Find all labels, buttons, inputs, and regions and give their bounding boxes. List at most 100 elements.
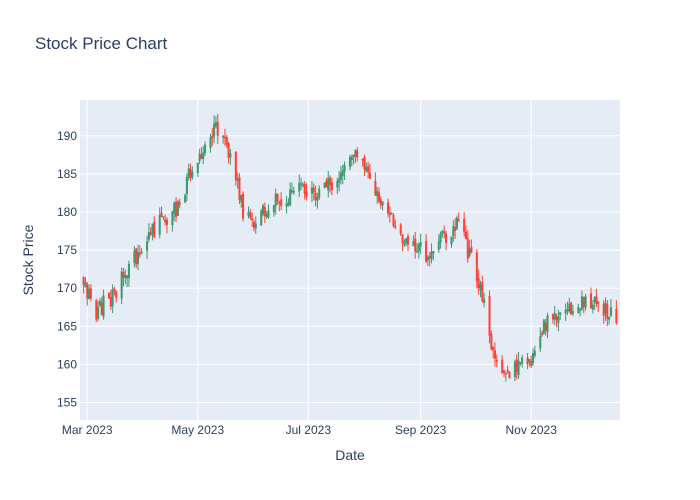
candle-decreasing (368, 172, 371, 179)
candle-decreasing (475, 252, 478, 281)
candle-decreasing (401, 234, 404, 243)
candle-decreasing (115, 290, 118, 298)
candle-decreasing (457, 219, 460, 222)
candle-decreasing (95, 300, 98, 320)
candle-decreasing (477, 277, 480, 288)
candle-increasing (580, 296, 583, 310)
candle-increasing (417, 244, 420, 252)
candle-decreasing (122, 271, 125, 278)
candle-increasing (517, 360, 520, 376)
candle-increasing (185, 176, 188, 195)
candle-decreasing (160, 212, 163, 217)
candle-decreasing (234, 152, 237, 181)
candle-increasing (102, 295, 105, 317)
candle-increasing (519, 362, 522, 365)
candle-decreasing (242, 193, 245, 219)
candle-decreasing (387, 202, 390, 214)
candle-decreasing (249, 212, 252, 218)
candle-increasing (202, 152, 205, 160)
candle-decreasing (175, 202, 178, 217)
candle-increasing (593, 297, 596, 303)
candle-decreasing (454, 226, 457, 231)
y-tick-label: 165 (57, 319, 77, 333)
tick-layer: 155 160 165 170 175 180 185 190 Mar 2023 May 2023… (57, 129, 557, 437)
candle-increasing (390, 212, 393, 215)
x-axis-label: Date (335, 447, 365, 463)
candle-decreasing (464, 231, 467, 239)
candle-increasing (571, 311, 574, 314)
candle-increasing (339, 172, 342, 180)
candle-increasing (432, 251, 435, 254)
candle-decreasing (329, 177, 332, 186)
candle-increasing (267, 210, 270, 218)
candle-increasing (591, 304, 594, 310)
candle-increasing (604, 302, 607, 314)
candle-decreasing (490, 333, 493, 350)
candle-increasing (136, 251, 140, 264)
candle-increasing (285, 203, 288, 207)
candle-decreasing (200, 154, 203, 159)
candle-decreasing (530, 361, 533, 366)
candle-increasing (577, 306, 580, 314)
x-tick-label: Mar 2023 (62, 423, 113, 437)
candle-increasing (301, 184, 304, 187)
candle-increasing (381, 201, 384, 206)
candle-increasing (542, 320, 545, 334)
candle-decreasing (541, 332, 544, 336)
candle-decreasing (602, 303, 605, 316)
candle-decreasing (466, 237, 469, 259)
candle-increasing (557, 316, 560, 324)
candle-increasing (479, 284, 482, 291)
candle-increasing (426, 256, 429, 261)
candle-increasing (120, 271, 123, 299)
candle-increasing (274, 193, 277, 207)
y-tick-label: 190 (57, 129, 77, 143)
candle-decreasing (470, 247, 473, 253)
candle-decreasing (153, 222, 156, 238)
candle-increasing (531, 353, 535, 363)
candle-decreasing (414, 238, 417, 252)
candle-increasing (568, 303, 571, 312)
candle-decreasing (481, 282, 484, 301)
candle-increasing (323, 182, 326, 188)
y-tick-label: 180 (57, 205, 77, 219)
candle-decreasing (551, 314, 554, 320)
candle-decreasing (330, 182, 333, 191)
candle-decreasing (113, 289, 116, 292)
candle-increasing (528, 359, 531, 363)
candle-decreasing (89, 288, 92, 299)
candle-decreasing (216, 121, 219, 136)
candle-increasing (403, 242, 406, 246)
candle-increasing (240, 195, 243, 203)
candle-decreasing (377, 192, 381, 202)
y-axis-label: Stock Price (20, 224, 36, 295)
candle-decreasing (508, 371, 511, 379)
candle-increasing (187, 168, 190, 178)
candle-increasing (376, 190, 379, 197)
candle-decreasing (178, 201, 181, 206)
candle-increasing (579, 308, 582, 311)
candle-decreasing (252, 221, 255, 228)
candle-increasing (564, 309, 567, 314)
candle-decreasing (526, 357, 529, 365)
candle-decreasing (445, 233, 448, 243)
candle-increasing (289, 189, 292, 206)
candle-decreasing (135, 248, 138, 265)
candle-increasing (292, 191, 295, 193)
candle-decreasing (303, 184, 306, 195)
candle-increasing (300, 183, 303, 185)
candle-decreasing (555, 315, 558, 321)
candle-increasing (338, 178, 341, 183)
grid-layer (80, 100, 620, 420)
candle-decreasing (361, 158, 364, 161)
candle-increasing (430, 251, 433, 260)
candle-decreasing (589, 293, 593, 308)
candle-decreasing (503, 370, 506, 373)
candle-decreasing (305, 191, 308, 197)
candle-decreasing (86, 284, 89, 299)
candle-decreasing (314, 192, 317, 200)
candle-increasing (468, 248, 471, 256)
candle-increasing (455, 217, 458, 229)
candle-increasing (133, 251, 136, 263)
